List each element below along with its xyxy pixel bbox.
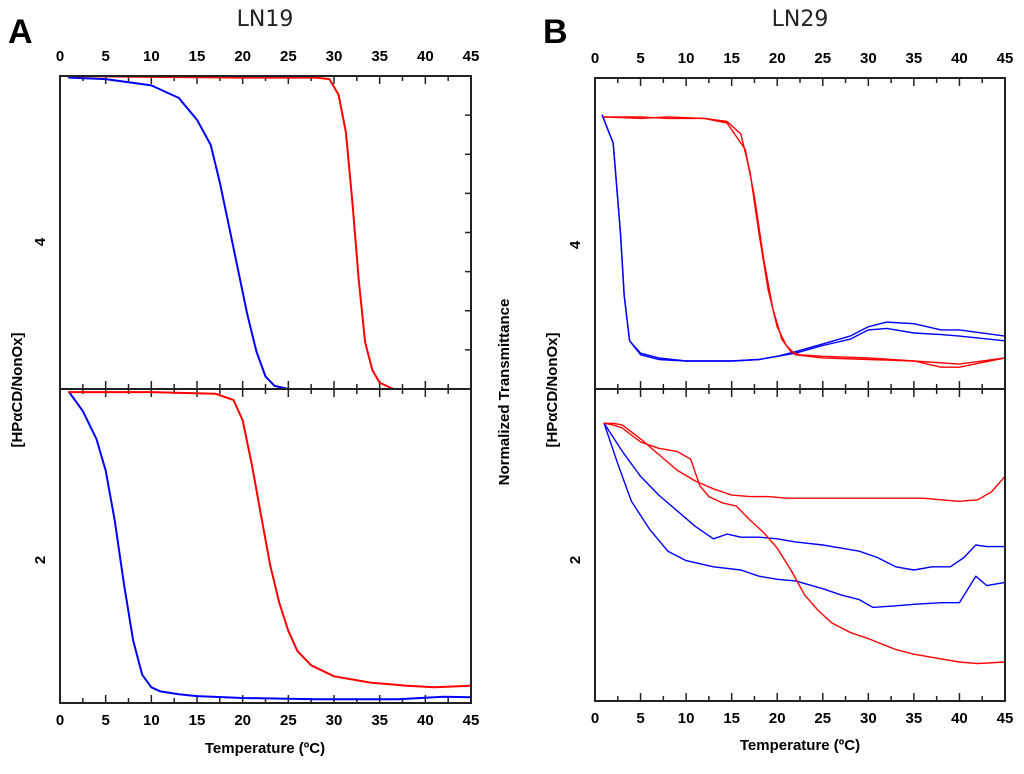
x-tick-label-top: 15 [189, 48, 206, 65]
x-tick-label-top: 35 [371, 48, 388, 65]
x-tick-label-bottom: 25 [814, 710, 831, 727]
x-tick-label-bottom: 35 [906, 710, 923, 727]
series-line-lower-red [68, 391, 472, 689]
x-tick-label-bottom: 0 [591, 710, 599, 727]
x-tick-label-top: 20 [769, 50, 786, 67]
x-tick-label-top: 0 [591, 50, 599, 67]
x-tick-label-top: 5 [636, 50, 644, 67]
x-axis-label-a: Temperature (ºC) [205, 740, 325, 757]
x-tick-label-top: 45 [997, 50, 1014, 67]
panel-letter-a: A [8, 13, 33, 51]
shared-y-axis-label: Normalized Transmittance [496, 299, 513, 486]
series-line-upper-red [68, 75, 472, 390]
x-tick-label-top: 15 [723, 50, 740, 67]
x-tick-label-top: 20 [234, 48, 251, 65]
panel-letter-b: B [543, 13, 568, 51]
x-tick-label-top: 5 [101, 48, 109, 65]
x-tick-label-bottom: 20 [769, 710, 786, 727]
x-tick-label-bottom: 35 [371, 712, 388, 729]
series-layer-b [601, 114, 1006, 665]
panel-a: A LN19 0 0 5 5 10 10 15 15 20 20 25 25 30 30 35 35 40 40 4… [8, 7, 479, 757]
series-line-upper-blue [68, 76, 472, 390]
x-tick-label-bottom: 10 [678, 710, 695, 727]
x-tick-label-top: 45 [463, 48, 480, 65]
x-tick-label-bottom: 45 [997, 710, 1014, 727]
x-tick-label-bottom: 40 [951, 710, 968, 727]
series-line-upper-red-1 [603, 116, 1006, 365]
x-tick-label-top: 25 [280, 48, 297, 65]
series-line-lower-red-lower [603, 422, 1006, 665]
x-tick-label-top: 30 [860, 50, 877, 67]
x-tick-label-top: 30 [326, 48, 343, 65]
series-line-lower-red-upper [603, 422, 1006, 502]
y-axis-label-b: [HPαCD/NonOx] [544, 332, 561, 447]
x-tick-label-bottom: 10 [143, 712, 160, 729]
series-line-upper-red-2 [603, 116, 1006, 368]
x-tick-label-bottom: 5 [636, 710, 644, 727]
row-label-a-lower: 2 [32, 556, 49, 564]
x-tick-label-bottom: 45 [463, 712, 480, 729]
x-tick-label-bottom: 0 [56, 712, 64, 729]
panel-b: B LN29 0 0 5 5 10 10 15 15 20 20 25 25 30 30 35 35 40 40 4… [543, 7, 1013, 754]
x-tick-label-top: 0 [56, 48, 64, 65]
x-tick-label-bottom: 40 [417, 712, 434, 729]
row-label-b-upper: 4 [567, 240, 584, 249]
x-axis-label-b: Temperature (ºC) [740, 737, 860, 754]
x-tick-label-top: 10 [143, 48, 160, 65]
panel-title-b: LN29 [772, 7, 829, 32]
x-tick-label-bottom: 5 [101, 712, 109, 729]
series-layer-a [68, 75, 472, 701]
series-line-lower-blue-lower [603, 422, 1006, 609]
x-tick-label-top: 40 [417, 48, 434, 65]
x-tick-label-top: 40 [951, 50, 968, 67]
x-tick-label-top: 10 [678, 50, 695, 67]
x-tick-label-bottom: 20 [234, 712, 251, 729]
y-axis-label-a: [HPαCD/NonOx] [9, 332, 26, 447]
panel-title-a: LN19 [237, 7, 294, 32]
x-tick-label-bottom: 15 [189, 712, 206, 729]
row-label-a-upper: 4 [32, 237, 49, 246]
x-tick-label-bottom: 25 [280, 712, 297, 729]
series-line-upper-blue-1 [601, 114, 1006, 362]
series-line-lower-blue-upper [603, 422, 1006, 571]
x-tick-label-bottom: 15 [723, 710, 740, 727]
x-tick-label-top: 35 [906, 50, 923, 67]
x-tick-label-bottom: 30 [326, 712, 343, 729]
series-line-upper-blue-2 [601, 114, 1006, 362]
x-tick-label-bottom: 30 [860, 710, 877, 727]
x-tick-label-top: 25 [814, 50, 831, 67]
row-label-b-lower: 2 [567, 556, 584, 564]
series-line-lower-blue [68, 391, 472, 701]
